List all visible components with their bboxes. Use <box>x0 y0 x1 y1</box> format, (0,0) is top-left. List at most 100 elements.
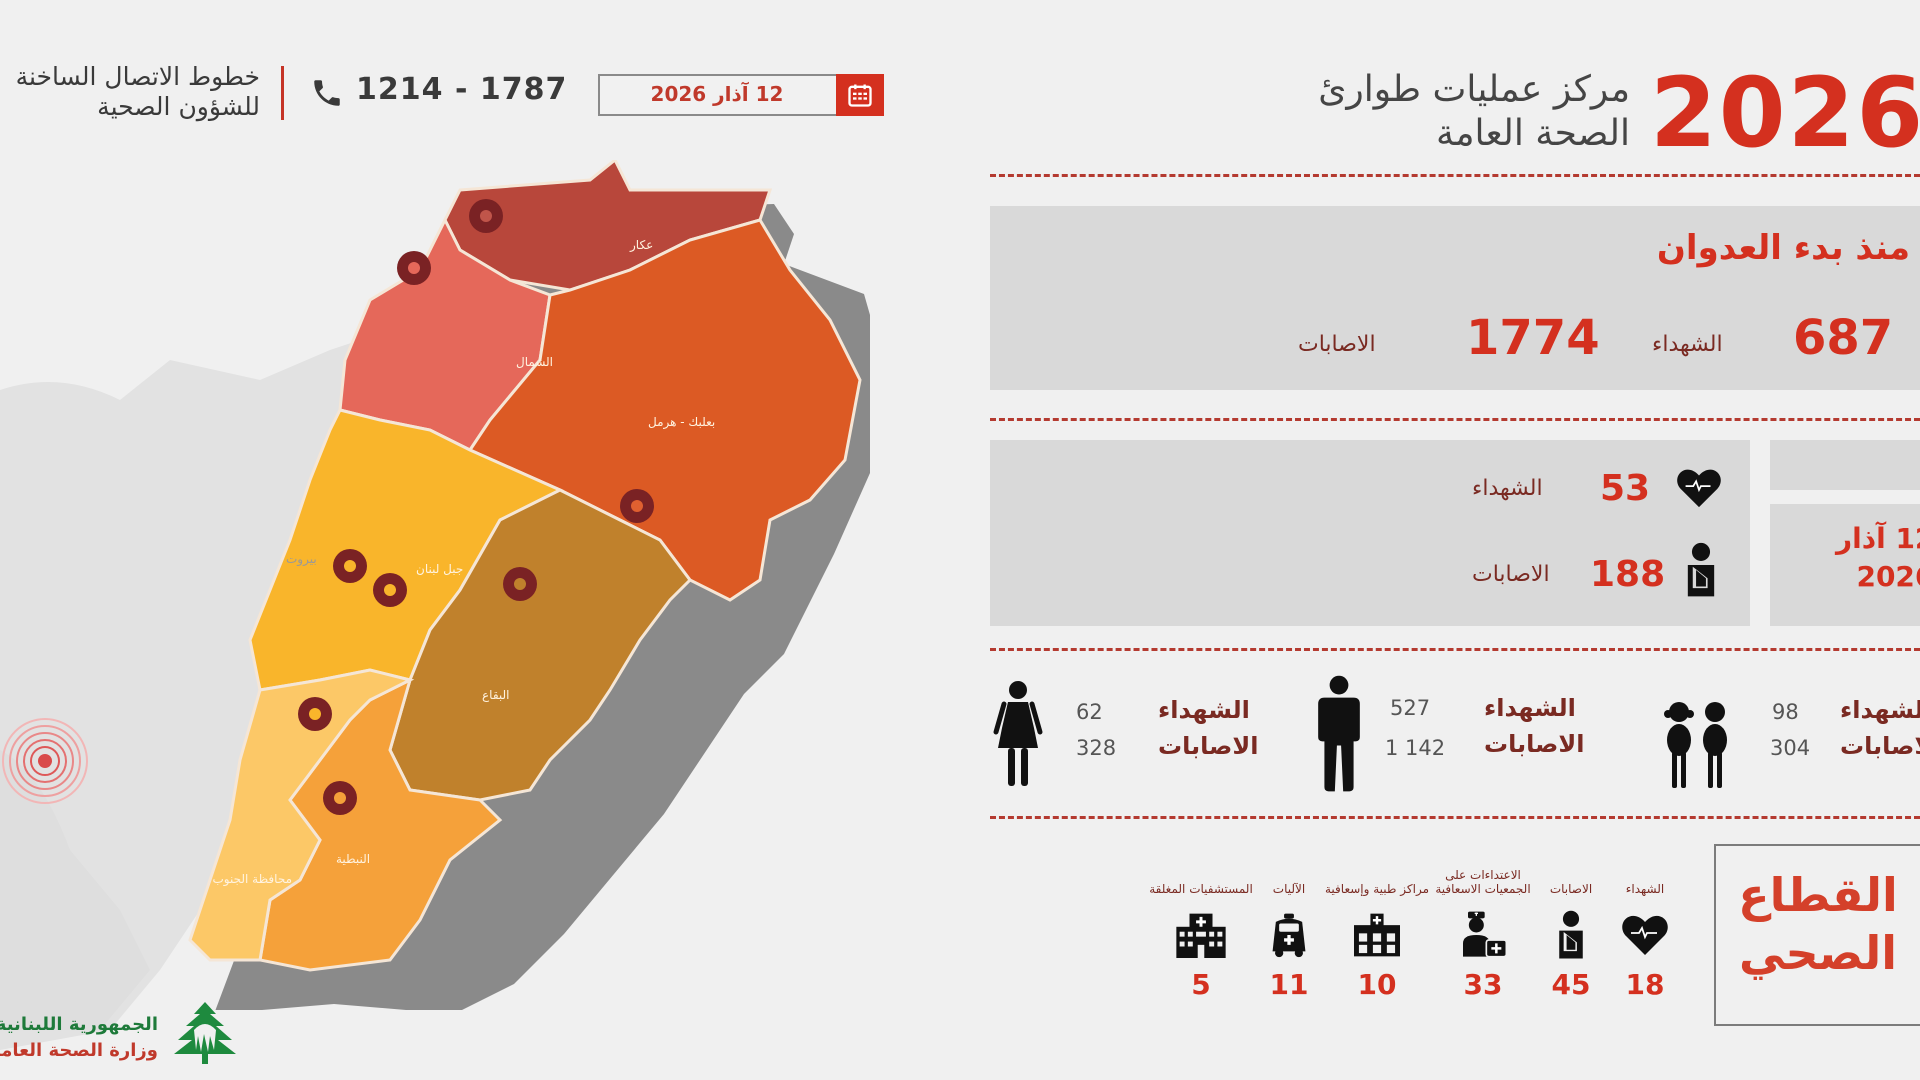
strike-marker <box>333 549 367 583</box>
paramedic-icon <box>1463 911 1508 958</box>
date-text: 12 آذار 2026 <box>650 82 784 106</box>
health-stat-paramedic-attacks: الاعتداءات على الجمعيات الاسعافية 33 <box>1428 866 1538 1001</box>
stat-label: الشهداء <box>1625 882 1665 896</box>
daily-panel <box>990 440 1750 626</box>
daily-killed-label: الشهداء <box>1472 476 1543 501</box>
since-aggression-title: منذ بدء العدوان <box>1656 228 1910 268</box>
divider <box>990 816 1920 819</box>
strike-marker <box>373 573 407 607</box>
medical-center-icon <box>1354 913 1400 957</box>
alert-pulse-icon <box>2 718 88 804</box>
daily-killed-value: 53 <box>1600 468 1651 509</box>
stat-value: 18 <box>1625 968 1665 1001</box>
title-line1: مركز عمليات طوارئ <box>1318 69 1630 110</box>
hotline-label: خطوط الاتصال الساخنة للشؤون الصحية <box>16 62 260 122</box>
health-sector-title-line2: الصحي <box>1738 926 1898 980</box>
stat-label: الآليات <box>1272 882 1306 896</box>
children-injured-value: 304 <box>1770 736 1811 760</box>
region-label-baalbek-hermel: بعلبك - هرمل <box>648 415 716 429</box>
health-stat-injured: الاصابات 45 <box>1516 866 1626 1001</box>
strike-marker <box>298 697 332 731</box>
title-line2: الصحة العامة <box>1435 113 1630 154</box>
health-stat-closed-hospitals: المستشفيات المغلقة 5 <box>1146 866 1256 1001</box>
health-stat-vehicles: الآليات 11 <box>1234 866 1344 1001</box>
stat-value: 33 <box>1463 968 1503 1001</box>
strike-marker <box>469 199 503 233</box>
health-sector-box: القطاع الصحي <box>1714 844 1920 1026</box>
hotline-number: 1214 - 1787 <box>356 72 568 107</box>
health-sector-title: القطاع الصحي <box>1738 866 1898 982</box>
divider <box>990 174 1920 177</box>
logo-line2: وزارة الصحة العامة <box>0 1040 158 1061</box>
cedar-logo-icon <box>174 1002 236 1064</box>
men-injured-value: 1 142 <box>1385 736 1446 760</box>
divider <box>281 66 284 120</box>
strike-marker <box>620 489 654 523</box>
calendar-icon <box>836 74 884 116</box>
divider <box>990 648 1920 651</box>
region-label-north: الشمال <box>516 355 554 369</box>
health-sector-title-line1: القطاع <box>1738 868 1898 922</box>
men-injured-label: الاصابات <box>1484 730 1585 758</box>
region-label-bekaa: البقاع <box>482 688 510 702</box>
women-injured-label: الاصابات <box>1158 732 1259 760</box>
injured-person-icon <box>1559 910 1583 959</box>
divider <box>990 418 1920 421</box>
stat-label: المستشفيات المغلقة <box>1149 882 1253 896</box>
year-heading: 2026 <box>1650 57 1920 169</box>
total-injured-value: 1774 <box>1466 310 1600 366</box>
hotline-label-line1: خطوط الاتصال الساخنة <box>15 62 260 91</box>
women-killed-label: الشهداء <box>1158 696 1250 724</box>
strike-marker <box>323 781 357 815</box>
strike-marker <box>503 567 537 601</box>
injured-person-icon <box>1687 542 1715 597</box>
daily-injured-label: الاصابات <box>1472 562 1550 587</box>
total-killed-value: 687 <box>1793 310 1894 366</box>
region-label-south: محافظة الجنوب <box>212 872 292 886</box>
since-aggression-panel <box>990 206 1920 390</box>
ministry-logo-text: الجمهورية اللبنانية وزارة الصحة العامة <box>0 1012 158 1064</box>
children-killed-label: الشهداء <box>1840 696 1920 724</box>
man-icon <box>1318 675 1360 792</box>
daily-date-line2: 2026 <box>1856 560 1920 593</box>
hotline-label-line2: للشؤون الصحية <box>97 92 260 121</box>
daily-injured-value: 188 <box>1590 554 1666 595</box>
heart-pulse-icon <box>1677 469 1721 508</box>
daily-date-panel <box>1770 504 1920 626</box>
region-label-akkar: عكار <box>630 238 654 252</box>
stat-value: 45 <box>1551 968 1591 1001</box>
daily-date: 12 آذار 2026 <box>1836 520 1920 596</box>
children-injured-label: الاصابات <box>1840 732 1920 760</box>
total-injured-label: الاصابات <box>1298 332 1376 357</box>
region-bekaa <box>388 488 692 802</box>
stat-label: مراكز طبية وإسعافية <box>1325 882 1429 896</box>
stat-label: الاعتداءات على الجمعيات الاسعافية <box>1435 868 1531 896</box>
strike-marker <box>397 251 431 285</box>
region-label-nabatieh: النبطية <box>336 852 371 866</box>
stat-label: الاصابات <box>1549 882 1593 896</box>
hospital-icon <box>1176 913 1226 958</box>
ambulance-icon <box>1272 913 1306 958</box>
total-killed-label: الشهداء <box>1652 332 1723 357</box>
women-killed-value: 62 <box>1076 700 1103 724</box>
men-killed-value: 527 <box>1390 696 1431 720</box>
phone-icon <box>314 80 340 106</box>
region-label-mount-lebanon: جبل لبنان <box>416 562 464 576</box>
lebanon-map: عكار الشمال بعلبك - هرمل جبل لبنان البقا… <box>170 160 870 1010</box>
stat-value: 5 <box>1191 968 1211 1001</box>
men-killed-label: الشهداء <box>1484 694 1576 722</box>
date-box: 12 آذار 2026 <box>598 74 884 116</box>
children-killed-value: 98 <box>1772 700 1799 724</box>
women-injured-value: 328 <box>1076 736 1117 760</box>
region-south <box>188 668 415 962</box>
health-stat-medical-centers: مراكز طبية وإسعافية 10 <box>1322 866 1432 1001</box>
logo-line1: الجمهورية اللبنانية <box>0 1014 158 1035</box>
city-label-beirut: بيروت <box>286 552 317 566</box>
daily-header-panel <box>1770 440 1920 490</box>
heart-pulse-icon <box>1622 915 1668 955</box>
woman-icon <box>993 681 1043 786</box>
stat-value: 11 <box>1269 968 1309 1001</box>
page-title: مركز عمليات طوارئ الصحة العامة <box>1318 68 1630 156</box>
children-icon <box>1664 702 1727 788</box>
stat-value: 10 <box>1357 968 1397 1001</box>
